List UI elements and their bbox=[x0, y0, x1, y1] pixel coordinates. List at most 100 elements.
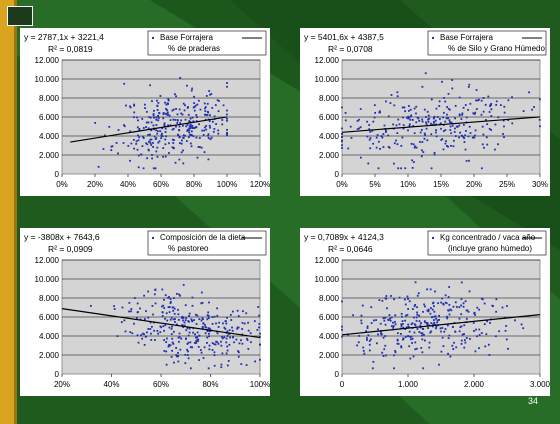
data-point bbox=[167, 124, 170, 127]
data-point bbox=[416, 311, 418, 314]
data-point bbox=[412, 355, 415, 358]
data-point bbox=[174, 93, 176, 96]
data-point bbox=[473, 312, 476, 315]
data-point bbox=[187, 334, 190, 337]
data-point bbox=[481, 298, 484, 301]
data-point bbox=[180, 119, 183, 122]
data-point bbox=[445, 140, 447, 143]
data-point bbox=[370, 322, 373, 324]
data-point bbox=[189, 346, 192, 348]
data-point bbox=[165, 341, 168, 343]
data-point bbox=[430, 133, 433, 136]
data-point bbox=[482, 133, 485, 136]
data-point bbox=[158, 140, 161, 143]
data-point bbox=[229, 314, 232, 316]
data-point bbox=[396, 338, 399, 341]
data-point bbox=[494, 123, 497, 126]
data-point bbox=[463, 324, 466, 327]
data-point bbox=[123, 82, 126, 85]
data-point bbox=[188, 120, 191, 122]
data-point bbox=[486, 143, 489, 146]
data-point bbox=[483, 323, 486, 326]
data-point bbox=[202, 357, 205, 359]
data-point bbox=[414, 324, 417, 327]
data-point bbox=[192, 106, 195, 109]
data-point bbox=[413, 107, 416, 110]
data-point bbox=[211, 106, 214, 109]
data-point bbox=[229, 336, 231, 339]
data-point bbox=[451, 79, 454, 81]
data-point bbox=[226, 364, 229, 367]
data-point bbox=[154, 339, 156, 341]
data-point bbox=[135, 140, 138, 143]
data-point bbox=[438, 318, 440, 321]
data-point bbox=[410, 338, 412, 341]
data-point bbox=[157, 101, 160, 104]
chart-pct-praderas: 0 2.000 4.000 6.000 8.000 10.000 12.000 0% 20% 40… bbox=[20, 28, 270, 196]
x-tick-label: 120% bbox=[250, 180, 270, 189]
data-point bbox=[226, 349, 229, 352]
data-point bbox=[226, 109, 228, 112]
data-point bbox=[230, 319, 233, 321]
data-point bbox=[533, 106, 535, 108]
data-point bbox=[366, 120, 369, 123]
data-point bbox=[213, 364, 216, 367]
data-point bbox=[215, 123, 217, 125]
data-point bbox=[147, 134, 150, 136]
data-point bbox=[181, 113, 184, 116]
data-point bbox=[420, 332, 423, 335]
data-point bbox=[474, 129, 477, 132]
data-point bbox=[209, 93, 212, 96]
data-point bbox=[462, 106, 465, 109]
data-point bbox=[418, 119, 421, 122]
data-point bbox=[495, 103, 498, 106]
data-point bbox=[227, 333, 230, 335]
data-point bbox=[216, 332, 219, 335]
x-tick-label: 0% bbox=[56, 180, 68, 189]
data-point bbox=[204, 107, 206, 110]
data-point bbox=[464, 300, 467, 303]
data-point bbox=[441, 336, 444, 339]
data-point bbox=[185, 140, 188, 142]
data-point bbox=[481, 125, 484, 128]
data-point bbox=[161, 127, 164, 130]
data-point bbox=[460, 325, 463, 328]
data-point bbox=[431, 325, 434, 328]
data-point bbox=[245, 312, 248, 315]
data-point bbox=[175, 95, 177, 98]
y-tick-label: 4.000 bbox=[39, 332, 60, 341]
data-point bbox=[217, 129, 220, 132]
data-point bbox=[359, 126, 362, 129]
data-point bbox=[394, 323, 397, 326]
data-point bbox=[458, 306, 461, 309]
data-point bbox=[136, 311, 139, 314]
data-point bbox=[440, 330, 442, 333]
data-point bbox=[237, 350, 239, 352]
data-point bbox=[444, 100, 447, 103]
trend-line bbox=[70, 116, 228, 143]
y-tick-label: 10.000 bbox=[315, 75, 340, 84]
data-point bbox=[440, 139, 443, 141]
data-point bbox=[153, 135, 156, 138]
data-point bbox=[399, 332, 402, 335]
data-point bbox=[440, 350, 443, 353]
data-point bbox=[409, 335, 412, 338]
data-point bbox=[207, 134, 209, 137]
data-point bbox=[446, 324, 449, 327]
data-point bbox=[409, 118, 412, 121]
data-point bbox=[366, 337, 368, 339]
data-point bbox=[184, 362, 187, 365]
data-point bbox=[376, 134, 379, 136]
data-point bbox=[426, 110, 429, 113]
data-point bbox=[393, 354, 395, 357]
data-point bbox=[488, 128, 491, 130]
data-point bbox=[139, 318, 142, 321]
data-point bbox=[442, 111, 445, 114]
x-tick-label: 2.000 bbox=[464, 380, 485, 389]
data-point bbox=[358, 334, 361, 337]
data-point bbox=[171, 109, 174, 112]
data-point bbox=[381, 136, 384, 139]
data-point bbox=[415, 347, 418, 350]
data-point bbox=[468, 83, 471, 86]
data-point bbox=[176, 119, 179, 122]
